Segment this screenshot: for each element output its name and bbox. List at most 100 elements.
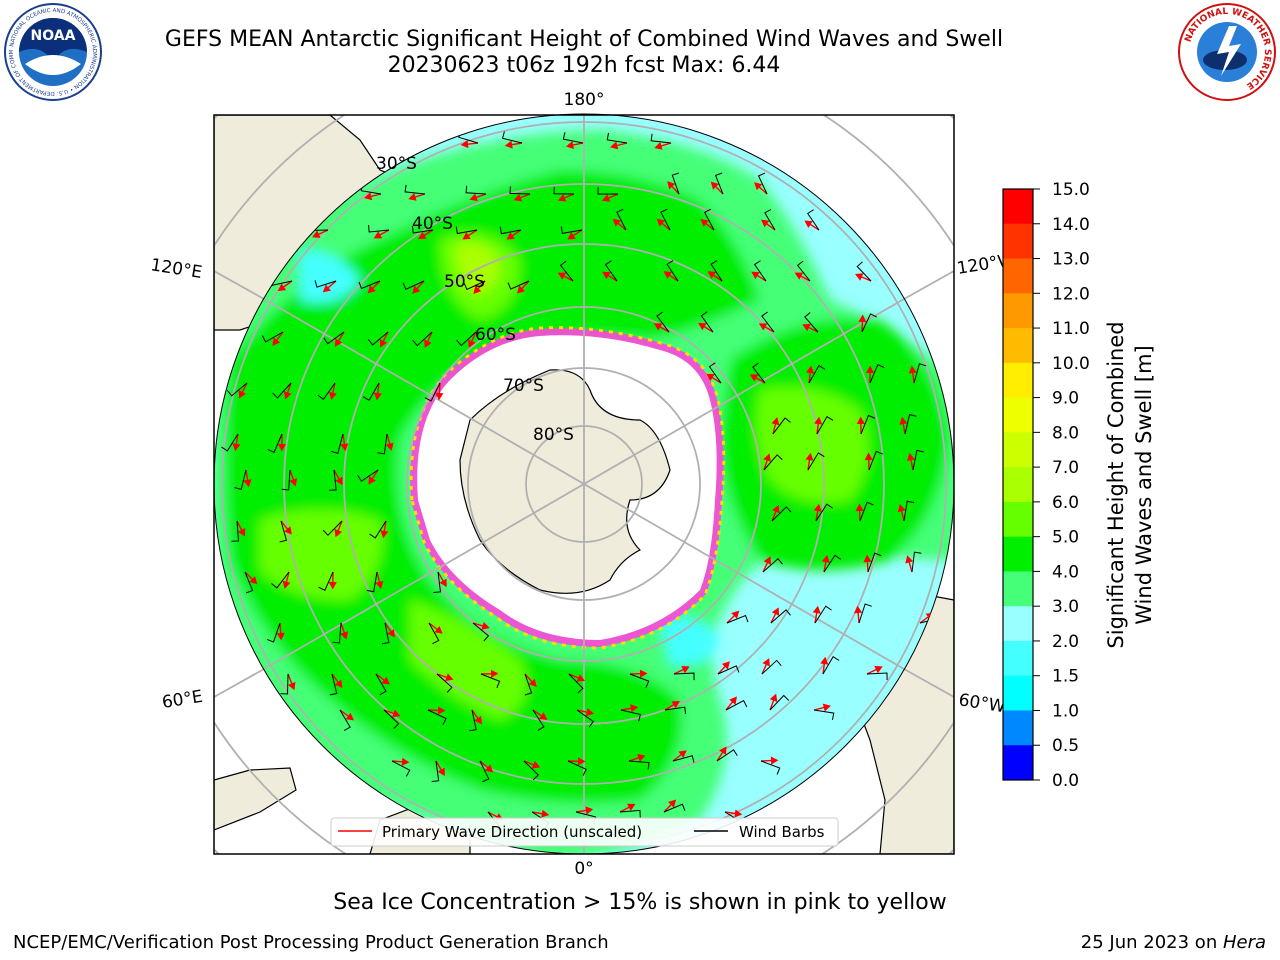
wind-barb <box>499 226 522 235</box>
lat-label-40s: 40°S <box>412 214 453 234</box>
wind-barb <box>762 558 783 573</box>
wave-direction-arrow <box>763 453 771 471</box>
wave-direction-arrow <box>906 452 915 471</box>
wave-direction-arrow <box>385 433 394 451</box>
lon-label-60e: 60°E <box>161 687 205 713</box>
wind-barb <box>231 520 240 542</box>
colorbar-tick-label: 2.0 <box>1052 632 1079 652</box>
wave-direction-arrow <box>283 382 292 400</box>
wind-barb <box>772 417 791 435</box>
wind-barb <box>366 571 378 593</box>
wave-direction-arrow <box>854 273 872 282</box>
wave-direction-arrow <box>804 220 820 231</box>
wave-direction-arrow <box>619 803 636 813</box>
wave-direction-arrow <box>236 520 246 537</box>
wind-barb <box>860 414 876 435</box>
wind-barb <box>616 208 627 231</box>
colorbar-tick-label: 10.0 <box>1052 354 1090 374</box>
wind-barb <box>412 331 433 347</box>
wind-barb <box>523 760 539 781</box>
wave-direction-arrow <box>805 452 814 471</box>
wave-direction-arrow <box>897 504 906 522</box>
wave-direction-arrow <box>749 374 766 384</box>
colorbar-tick-label: 0.0 <box>1052 771 1079 791</box>
wave-direction-arrow <box>367 280 381 294</box>
colorbar-tick-label: 1.5 <box>1052 667 1079 687</box>
wave-direction-arrow <box>863 554 872 573</box>
wind-barb <box>822 656 840 675</box>
wind-barb <box>234 469 247 491</box>
wind-barb <box>559 260 574 282</box>
wave-direction-arrow <box>820 656 829 675</box>
wind-barb <box>861 313 878 333</box>
wind-barb <box>804 312 819 333</box>
wave-direction-arrow <box>282 571 291 589</box>
wave-direction-arrow <box>601 193 619 202</box>
wind-barb <box>796 260 811 282</box>
wave-direction-arrow <box>866 665 883 675</box>
wave-direction-arrow <box>480 669 499 678</box>
colorbar-tick-label: 12.0 <box>1052 284 1090 304</box>
wind-barb <box>814 605 832 624</box>
wind-barb <box>761 311 775 333</box>
wave-direction-arrow <box>654 141 672 150</box>
wave-direction-arrow <box>557 272 574 282</box>
wind-barb <box>433 571 442 594</box>
wind-barb <box>279 520 288 543</box>
nws-logo: NATIONAL WEATHER SERVICE <box>1178 3 1276 101</box>
wave-direction-arrow <box>802 323 819 333</box>
wind-barb <box>808 364 826 384</box>
colorbar-tick-label: 0.5 <box>1052 736 1079 756</box>
wind-barb <box>221 433 239 452</box>
wave-direction-arrow <box>664 700 680 711</box>
wind-barb <box>553 186 575 195</box>
wind-barb <box>261 331 284 343</box>
colorbar-tick-label: 5.0 <box>1052 528 1079 548</box>
wind-barb <box>480 673 501 688</box>
wave-direction-arrow <box>864 452 873 471</box>
wind-barb <box>760 760 781 775</box>
wind-barb <box>716 749 738 762</box>
wave-direction-arrow <box>717 661 730 675</box>
colorbar <box>1003 189 1033 781</box>
noaa-logo-text: NOAA <box>31 28 76 44</box>
wind-barb <box>903 500 915 522</box>
wind-barb <box>428 622 440 645</box>
wave-direction-arrow <box>272 331 284 346</box>
wind-barb <box>568 673 584 694</box>
wave-direction-arrow <box>469 193 487 202</box>
wind-barb <box>620 709 642 722</box>
wave-direction-arrow <box>280 520 292 535</box>
wave-direction-arrow <box>471 709 482 725</box>
wind-barb <box>726 614 749 624</box>
colorbar-tick-label: 15.0 <box>1052 180 1090 200</box>
wave-direction-arrow <box>813 503 822 522</box>
wind-barb <box>507 280 530 290</box>
wave-direction-arrow <box>435 382 444 401</box>
footer-branch: NCEP/EMC/Verification Post Processing Pr… <box>13 932 609 953</box>
colorbar-band <box>1003 745 1033 781</box>
wave-direction-arrow <box>821 554 830 573</box>
wave-direction-arrow <box>856 416 865 435</box>
wind-barb <box>619 809 641 818</box>
wave-direction-arrow <box>418 229 434 240</box>
wind-barb <box>501 131 523 144</box>
wave-direction-arrow <box>375 673 390 685</box>
wind-barb <box>280 673 289 695</box>
wave-direction-arrow <box>373 229 390 239</box>
wave-direction-arrow <box>610 141 628 150</box>
wind-barb <box>330 433 344 454</box>
wind-barb <box>339 709 351 732</box>
wind-barb <box>317 382 336 401</box>
wave-direction-arrow <box>364 192 382 201</box>
colorbar-band <box>1003 362 1033 399</box>
wave-direction-arrow <box>408 193 426 201</box>
wind-barb <box>604 260 618 282</box>
wave-direction-arrow <box>244 571 258 585</box>
lon-label-60w: 60°W <box>957 690 1007 717</box>
wind-barb <box>427 709 447 725</box>
wave-direction-arrow <box>506 229 522 240</box>
wave-direction-arrow <box>473 280 486 294</box>
wave-direction-arrow <box>232 433 241 452</box>
wind-barb <box>404 184 426 195</box>
